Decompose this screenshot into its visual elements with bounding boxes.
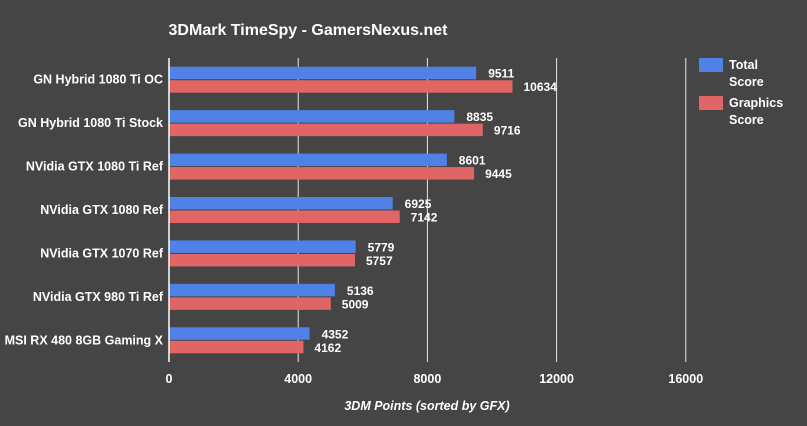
- value-label: 5136: [347, 284, 374, 298]
- category-label: MSI RX 480 8GB Gaming X: [5, 333, 164, 347]
- x-axis-title: 3DM Points (sorted by GFX): [344, 399, 509, 413]
- legend-label: Graphics: [729, 96, 783, 110]
- value-label: 4352: [322, 327, 349, 341]
- value-label: 6925: [405, 197, 432, 211]
- category-label: NVidia GTX 1070 Ref: [40, 246, 164, 260]
- category-label: NVidia GTX 1080 Ti Ref: [26, 160, 164, 174]
- bar-total-score: [169, 283, 335, 297]
- value-label: 7142: [411, 211, 438, 225]
- x-tick-label: 12000: [539, 372, 574, 386]
- bar-graphics-score: [169, 80, 513, 93]
- category-label: GN Hybrid 1080 Ti OC: [33, 73, 163, 87]
- value-label: 8601: [459, 154, 486, 168]
- bar-total-score: [169, 327, 310, 340]
- value-label: 4162: [314, 341, 341, 355]
- value-label: 9511: [488, 67, 514, 81]
- bar-total-score: [169, 66, 477, 80]
- x-tick-label: 0: [166, 372, 173, 386]
- chart-title: 3DMark TimeSpy - GamersNexus.net: [169, 22, 449, 39]
- value-label: 10634: [523, 80, 557, 94]
- legend-swatch: [699, 58, 723, 72]
- legend-label: Score: [729, 75, 764, 89]
- x-tick-label: 16000: [668, 372, 703, 386]
- x-tick-label: 8000: [413, 372, 441, 386]
- legend-label: Score: [729, 113, 764, 127]
- bar-total-score: [169, 153, 447, 167]
- bar-graphics-score: [169, 253, 355, 267]
- gridlines: [297, 58, 687, 362]
- value-label: 5779: [368, 240, 395, 254]
- value-label: 5009: [342, 297, 369, 311]
- bar-total-score: [169, 240, 356, 253]
- x-tick-label: 4000: [284, 372, 312, 386]
- value-label: 9445: [485, 167, 512, 181]
- legend: Total Score Graphics Score: [699, 58, 783, 127]
- bar-total-score: [169, 197, 393, 210]
- legend-swatch: [699, 96, 723, 110]
- value-label: 8835: [466, 110, 493, 124]
- bar-graphics-score: [169, 167, 475, 180]
- bar-graphics-score: [169, 210, 400, 223]
- value-label: 5757: [366, 254, 393, 268]
- legend-label: Total: [729, 58, 758, 72]
- bar-graphics-score: [169, 297, 331, 310]
- category-labels: GN Hybrid 1080 Ti OC GN Hybrid 1080 Ti St…: [5, 73, 164, 348]
- value-label: 9716: [494, 124, 521, 138]
- category-label: NVidia GTX 980 Ti Ref: [33, 290, 164, 304]
- x-tick-labels: 0 4000 8000 12000 16000: [166, 372, 704, 386]
- bar-total-score: [169, 110, 455, 123]
- category-label: GN Hybrid 1080 Ti Stock: [18, 116, 163, 130]
- bar-graphics-score: [169, 340, 304, 354]
- bars: [169, 66, 513, 354]
- category-label: NVidia GTX 1080 Ref: [40, 203, 164, 217]
- bar-graphics-score: [169, 123, 483, 137]
